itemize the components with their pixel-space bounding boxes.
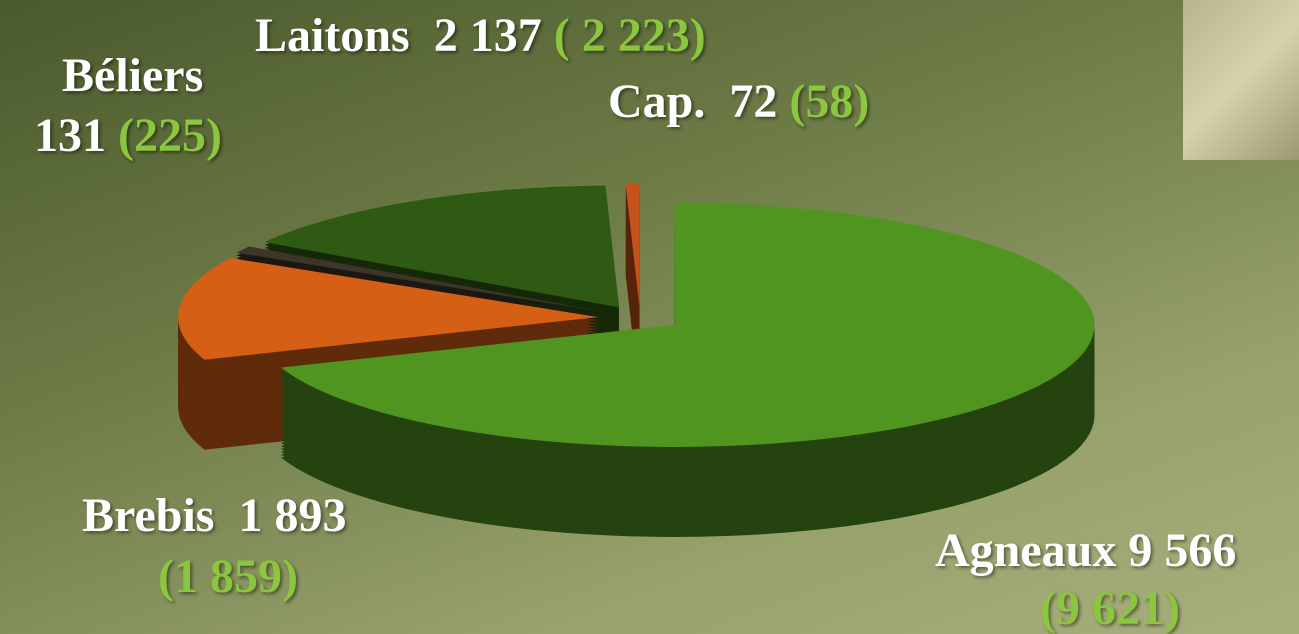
category-label: Brebis <box>82 489 214 542</box>
previous-label: (9 621) <box>1040 585 1180 633</box>
label-cap: Cap. 72 (58) <box>608 78 869 126</box>
category-label: Béliers <box>62 49 203 102</box>
label-brebis: Brebis 1 893 <box>82 492 346 540</box>
value-label: 1 893 <box>238 489 346 542</box>
value-label: 131 <box>34 109 106 162</box>
category-label: Laitons <box>255 9 410 62</box>
category-label: Agneaux <box>935 524 1116 577</box>
previous-label: (1 859) <box>158 553 298 601</box>
slide: Laitons 2 137 ( 2 223) Béliers 131 (225)… <box>0 0 1299 634</box>
label-laitons: Laitons 2 137 ( 2 223) <box>255 12 706 60</box>
value-label: 72 <box>729 75 777 128</box>
previous-label: (225) <box>118 109 222 162</box>
label-agneaux: Agneaux 9 566 <box>935 527 1236 575</box>
previous-label: ( 2 223) <box>554 9 706 62</box>
previous-label: (58) <box>789 75 869 128</box>
category-label: Cap. <box>608 75 705 128</box>
label-beliers: Béliers <box>62 52 203 100</box>
value-label: 9 566 <box>1128 524 1236 577</box>
label-beliers-values: 131 (225) <box>34 112 222 160</box>
value-label: 2 137 <box>434 9 542 62</box>
